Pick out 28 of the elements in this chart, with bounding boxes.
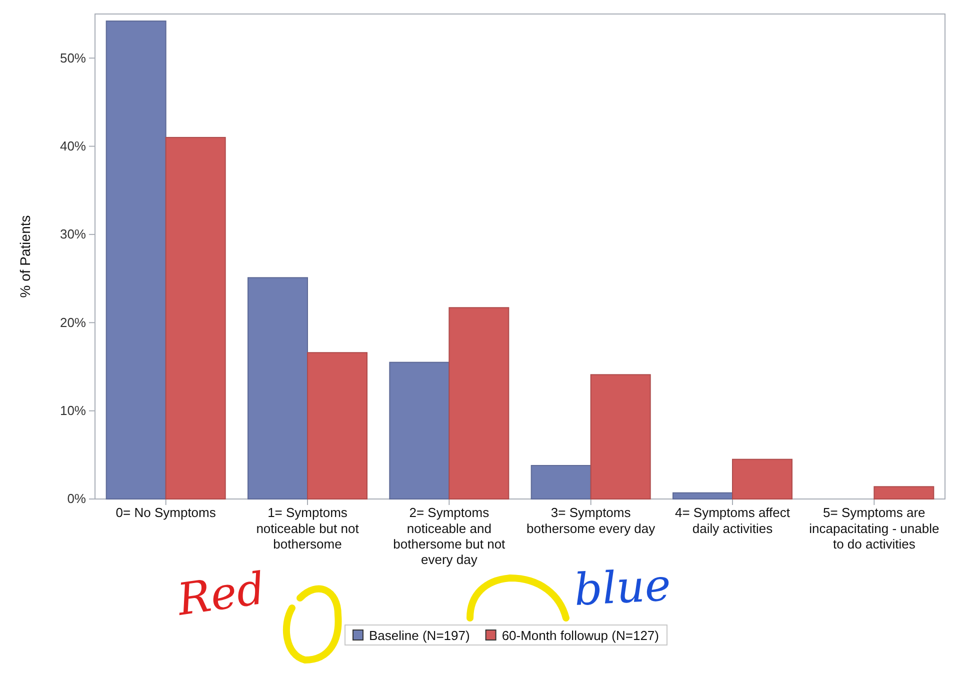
legend-label: Baseline (N=197) <box>369 628 470 643</box>
x-tick-label: 4= Symptoms affect daily activities <box>674 505 790 536</box>
y-tick-label: 20% <box>60 314 86 330</box>
bar <box>874 486 934 500</box>
text: blue <box>572 560 672 616</box>
y-axis-title: % of Patients <box>17 215 33 298</box>
x-tick-label: 1= Symptoms noticeable but not bothersome <box>256 505 360 552</box>
bar <box>165 136 226 500</box>
text: Red <box>173 563 268 626</box>
y-tick-label: 40% <box>60 138 86 154</box>
bar <box>590 374 651 500</box>
bar <box>732 458 792 500</box>
x-tick-label: 0= No Symptoms <box>116 505 216 520</box>
y-tick-label: 10% <box>60 402 86 418</box>
bar <box>248 277 308 500</box>
x-tick-label: 5= Symptoms are incapacitating - unable to do activities <box>809 505 940 552</box>
x-tick-label: 2= Symptoms noticeable and bothersome but not every day <box>393 505 506 568</box>
y-tick-label: 30% <box>60 226 86 242</box>
bar <box>389 362 450 500</box>
bar <box>307 352 368 500</box>
legend-label: 60-Month followup (N=127) <box>502 628 659 643</box>
y-tick-label: 50% <box>60 50 86 66</box>
bar <box>672 492 733 500</box>
y-tick-label: 0% <box>67 491 86 506</box>
bar <box>448 307 510 500</box>
bar <box>530 464 592 500</box>
bar <box>106 20 166 500</box>
x-tick-label: 3= Symptoms bothersome every day <box>526 505 656 536</box>
